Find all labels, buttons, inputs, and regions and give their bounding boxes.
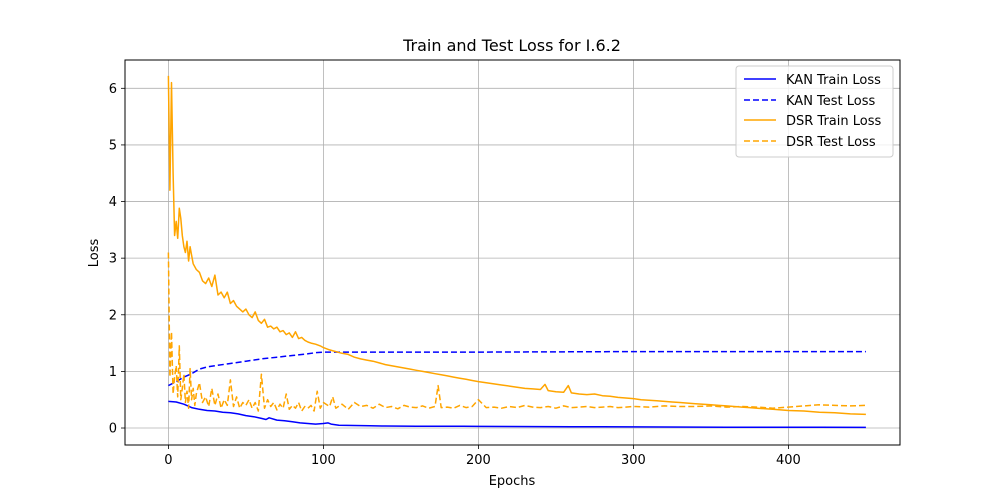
series-line-kan-train-loss (168, 400, 866, 429)
legend-label-kan-train: KAN Train Loss (786, 73, 881, 88)
x-tick-label: 0 (164, 453, 172, 468)
x-tick-label: 200 (466, 453, 491, 468)
series-lines (167, 75, 866, 429)
plot-frame (124, 59, 901, 446)
y-tick-label: 0 (109, 422, 117, 437)
y-tick-label: 6 (109, 82, 117, 97)
axis-ticks: 0 100 200 300 400 0 1 2 3 4 5 6 (109, 82, 801, 468)
series-line-dsr-train-loss (167, 75, 866, 416)
legend-box (735, 65, 894, 158)
y-axis-label: Loss (87, 239, 102, 268)
chart-title: Train and Test Loss for I.6.2 (402, 36, 621, 55)
legend-label-dsr-test: DSR Test Loss (786, 135, 876, 150)
y-tick-label: 2 (109, 308, 117, 323)
legend-label-dsr-train: DSR Train Loss (786, 114, 881, 129)
y-tick-label: 3 (109, 252, 117, 267)
series-line-dsr-test-loss (167, 252, 866, 412)
legend: KAN Train Loss KAN Test Loss DSR Train L… (735, 65, 894, 158)
x-tick-label: 300 (621, 453, 646, 468)
x-tick-label: 100 (311, 453, 336, 468)
y-tick-label: 5 (109, 138, 117, 153)
x-axis-label: Epochs (489, 474, 536, 489)
y-tick-label: 1 (109, 365, 117, 380)
series-line-kan-test-loss (168, 350, 866, 387)
legend-label-kan-test: KAN Test Loss (786, 94, 876, 109)
x-tick-label: 400 (776, 453, 801, 468)
y-tick-label: 4 (109, 195, 117, 210)
